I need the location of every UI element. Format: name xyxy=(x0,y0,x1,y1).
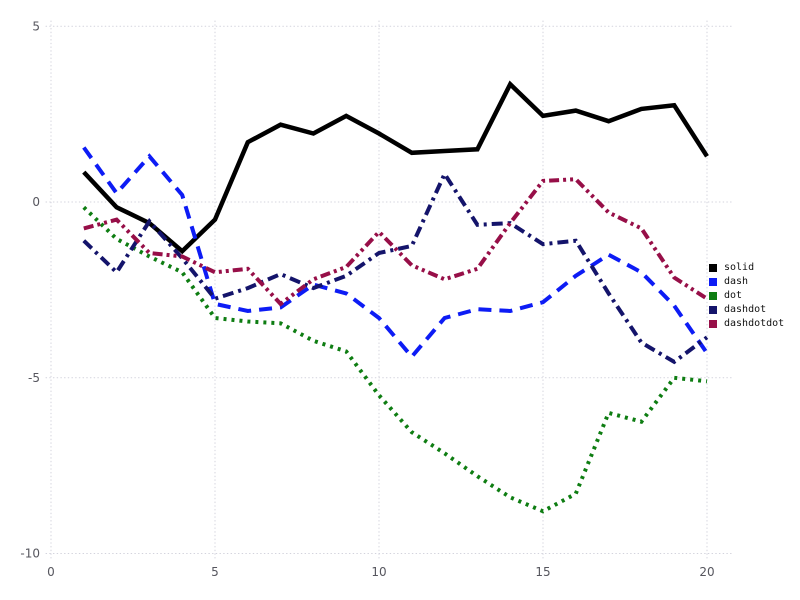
legend-swatch-dot xyxy=(709,292,717,300)
legend-item-dot: dot xyxy=(709,289,784,303)
series-line-dashdotdot xyxy=(83,177,709,307)
series-line-dot xyxy=(82,205,708,514)
x-tick-label: 10 xyxy=(371,565,386,579)
legend-swatch-dashdotdot xyxy=(709,320,717,328)
series-line-dash xyxy=(82,146,709,360)
legend: solid dash dot dashdot dashdotdot xyxy=(709,261,784,331)
legend-swatch-dashdot xyxy=(709,306,717,314)
series-line-solid xyxy=(82,80,709,255)
legend-item-dash: dash xyxy=(709,275,784,289)
x-tick-label: 0 xyxy=(47,565,55,579)
y-tick-label: -5 xyxy=(28,371,40,385)
y-tick-label: 0 xyxy=(32,195,40,209)
legend-label: dash xyxy=(724,276,749,287)
legend-item-solid: solid xyxy=(709,261,784,275)
legend-swatch-solid xyxy=(709,264,717,272)
legend-label: dot xyxy=(724,290,743,301)
legend-label: solid xyxy=(724,262,755,273)
x-tick-label: 5 xyxy=(211,565,219,579)
y-tick-label: 5 xyxy=(32,19,40,33)
x-tick-label: 20 xyxy=(699,565,714,579)
legend-label: dashdot xyxy=(724,304,767,315)
y-tick-label: -10 xyxy=(20,547,40,561)
legend-swatch-dash xyxy=(709,278,717,286)
legend-item-dashdot: dashdot xyxy=(709,303,784,317)
legend-label: dashdotdot xyxy=(724,318,785,329)
legend-item-dashdotdot: dashdotdot xyxy=(709,317,784,331)
x-tick-label: 15 xyxy=(535,565,550,579)
